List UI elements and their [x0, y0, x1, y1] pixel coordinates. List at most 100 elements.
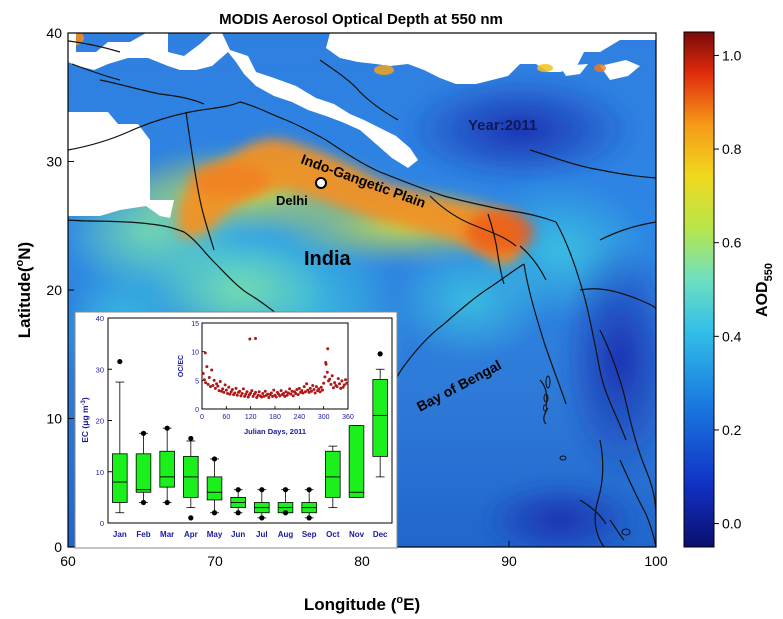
boxplot-y-tick-label: 20 [96, 417, 104, 426]
scatter-point [296, 393, 300, 397]
box-body [159, 450, 175, 488]
boxplot-x-tick-label: Jun [231, 530, 245, 539]
box-feb [135, 430, 152, 506]
boxplot-x-tick-label: Dec [373, 530, 388, 539]
scatter-point [201, 371, 205, 375]
boxplot-x-tick-label: Feb [136, 530, 150, 539]
box-outlier [377, 351, 383, 357]
scatter-point [226, 392, 230, 396]
scatter-x-tick-label: 60 [222, 414, 230, 421]
box-body [325, 450, 341, 498]
scatter-point [339, 386, 343, 390]
scatter-point [311, 383, 315, 387]
scatter-point [250, 389, 254, 393]
scatter-point [314, 385, 318, 389]
scatter-point [317, 387, 321, 391]
map-x-tick-label: 70 [207, 553, 223, 569]
boxplot-y-tick-label: 30 [96, 365, 104, 374]
box-outlier [306, 515, 312, 521]
scatter-point [203, 351, 207, 355]
boxplot-ylabel: EC (μg m-3) [80, 397, 90, 443]
scatter-point [233, 391, 237, 395]
box-jul [254, 487, 270, 521]
scatter-point [218, 379, 222, 383]
scatter-point [345, 381, 349, 385]
scatter-point [234, 386, 238, 390]
scatter-point [313, 391, 317, 395]
scatter-point [271, 394, 275, 398]
scatter-point [336, 377, 340, 381]
scatter-point [284, 390, 288, 394]
scatter-point [291, 394, 295, 398]
box-outlier [235, 487, 241, 493]
scatter-x-tick-label: 300 [318, 414, 330, 421]
scatter-point [297, 386, 301, 390]
scatter-y-tick-label: 15 [191, 321, 199, 328]
scatter-point [318, 390, 322, 394]
country-label: India [304, 248, 352, 270]
scatter-point [256, 393, 260, 397]
scatter-x-tick-label: 120 [245, 414, 257, 421]
scatter-point [306, 388, 310, 392]
map-x-tick-label: 90 [501, 553, 517, 569]
colorbar-tick-label: 0.8 [722, 141, 742, 157]
colorbar-tick-label: 0.0 [722, 516, 742, 532]
colorbar-tick-label: 1.0 [722, 47, 742, 63]
scatter-point [279, 389, 283, 393]
box-outlier [235, 510, 241, 516]
scatter-point [290, 389, 294, 393]
scatter-point [248, 337, 252, 341]
colorbar-tick-label: 0.4 [722, 328, 742, 344]
scatter-point [278, 394, 282, 398]
scatter-point [213, 386, 217, 390]
scatter-point [263, 389, 267, 393]
box-outlier [140, 499, 147, 506]
box-body [348, 425, 365, 498]
boxplot-x-tick-label: Mar [160, 530, 174, 539]
box-mar [159, 425, 175, 506]
scatter-point [305, 382, 309, 386]
colorbar-tick-label: 0.6 [722, 235, 742, 251]
scatter-point [241, 387, 245, 391]
scatter-point [261, 392, 265, 396]
scatter-point [294, 392, 298, 396]
delhi-marker [315, 177, 327, 189]
scatter-point [223, 383, 227, 387]
scatter-x-tick-label: 180 [269, 414, 281, 421]
scatter-point [312, 388, 316, 392]
boxplot-x-tick-label: Jul [256, 530, 268, 539]
box-outlier [282, 510, 289, 516]
no-data-region-north [68, 33, 418, 168]
y-axis-label: Latitude(oN) [14, 242, 34, 338]
scatter-point [301, 391, 305, 395]
box-outlier [306, 487, 312, 493]
scatter-point [335, 385, 339, 389]
scatter-point [229, 390, 233, 394]
scatter-point [333, 381, 337, 385]
scatter-point [221, 387, 225, 391]
scatter-point [337, 382, 341, 386]
box-body [206, 476, 223, 501]
box-may [206, 456, 223, 516]
scatter-point [329, 382, 333, 386]
scatter-point [244, 392, 248, 396]
box-body [372, 379, 388, 457]
no-data-region-tibet [326, 33, 656, 84]
scatter-point [215, 382, 219, 386]
scatter-point [251, 394, 255, 398]
map-x-axis: 60 70 80 90 100 [60, 541, 668, 569]
scatter-point [283, 394, 287, 398]
scatter-point [254, 390, 258, 394]
boxplot-x-tick-label: Sep [302, 530, 317, 539]
box-outlier [259, 515, 265, 521]
map-y-tick-label: 40 [46, 25, 62, 41]
boxplot-series [112, 351, 388, 521]
scatter-point [205, 365, 209, 369]
scatter-point [216, 384, 220, 388]
scatter-point [262, 394, 266, 398]
scatter-point [285, 393, 289, 397]
scatter-point [207, 375, 211, 379]
map-y-tick-label: 0 [54, 539, 62, 555]
city-label: Delhi [276, 193, 308, 208]
